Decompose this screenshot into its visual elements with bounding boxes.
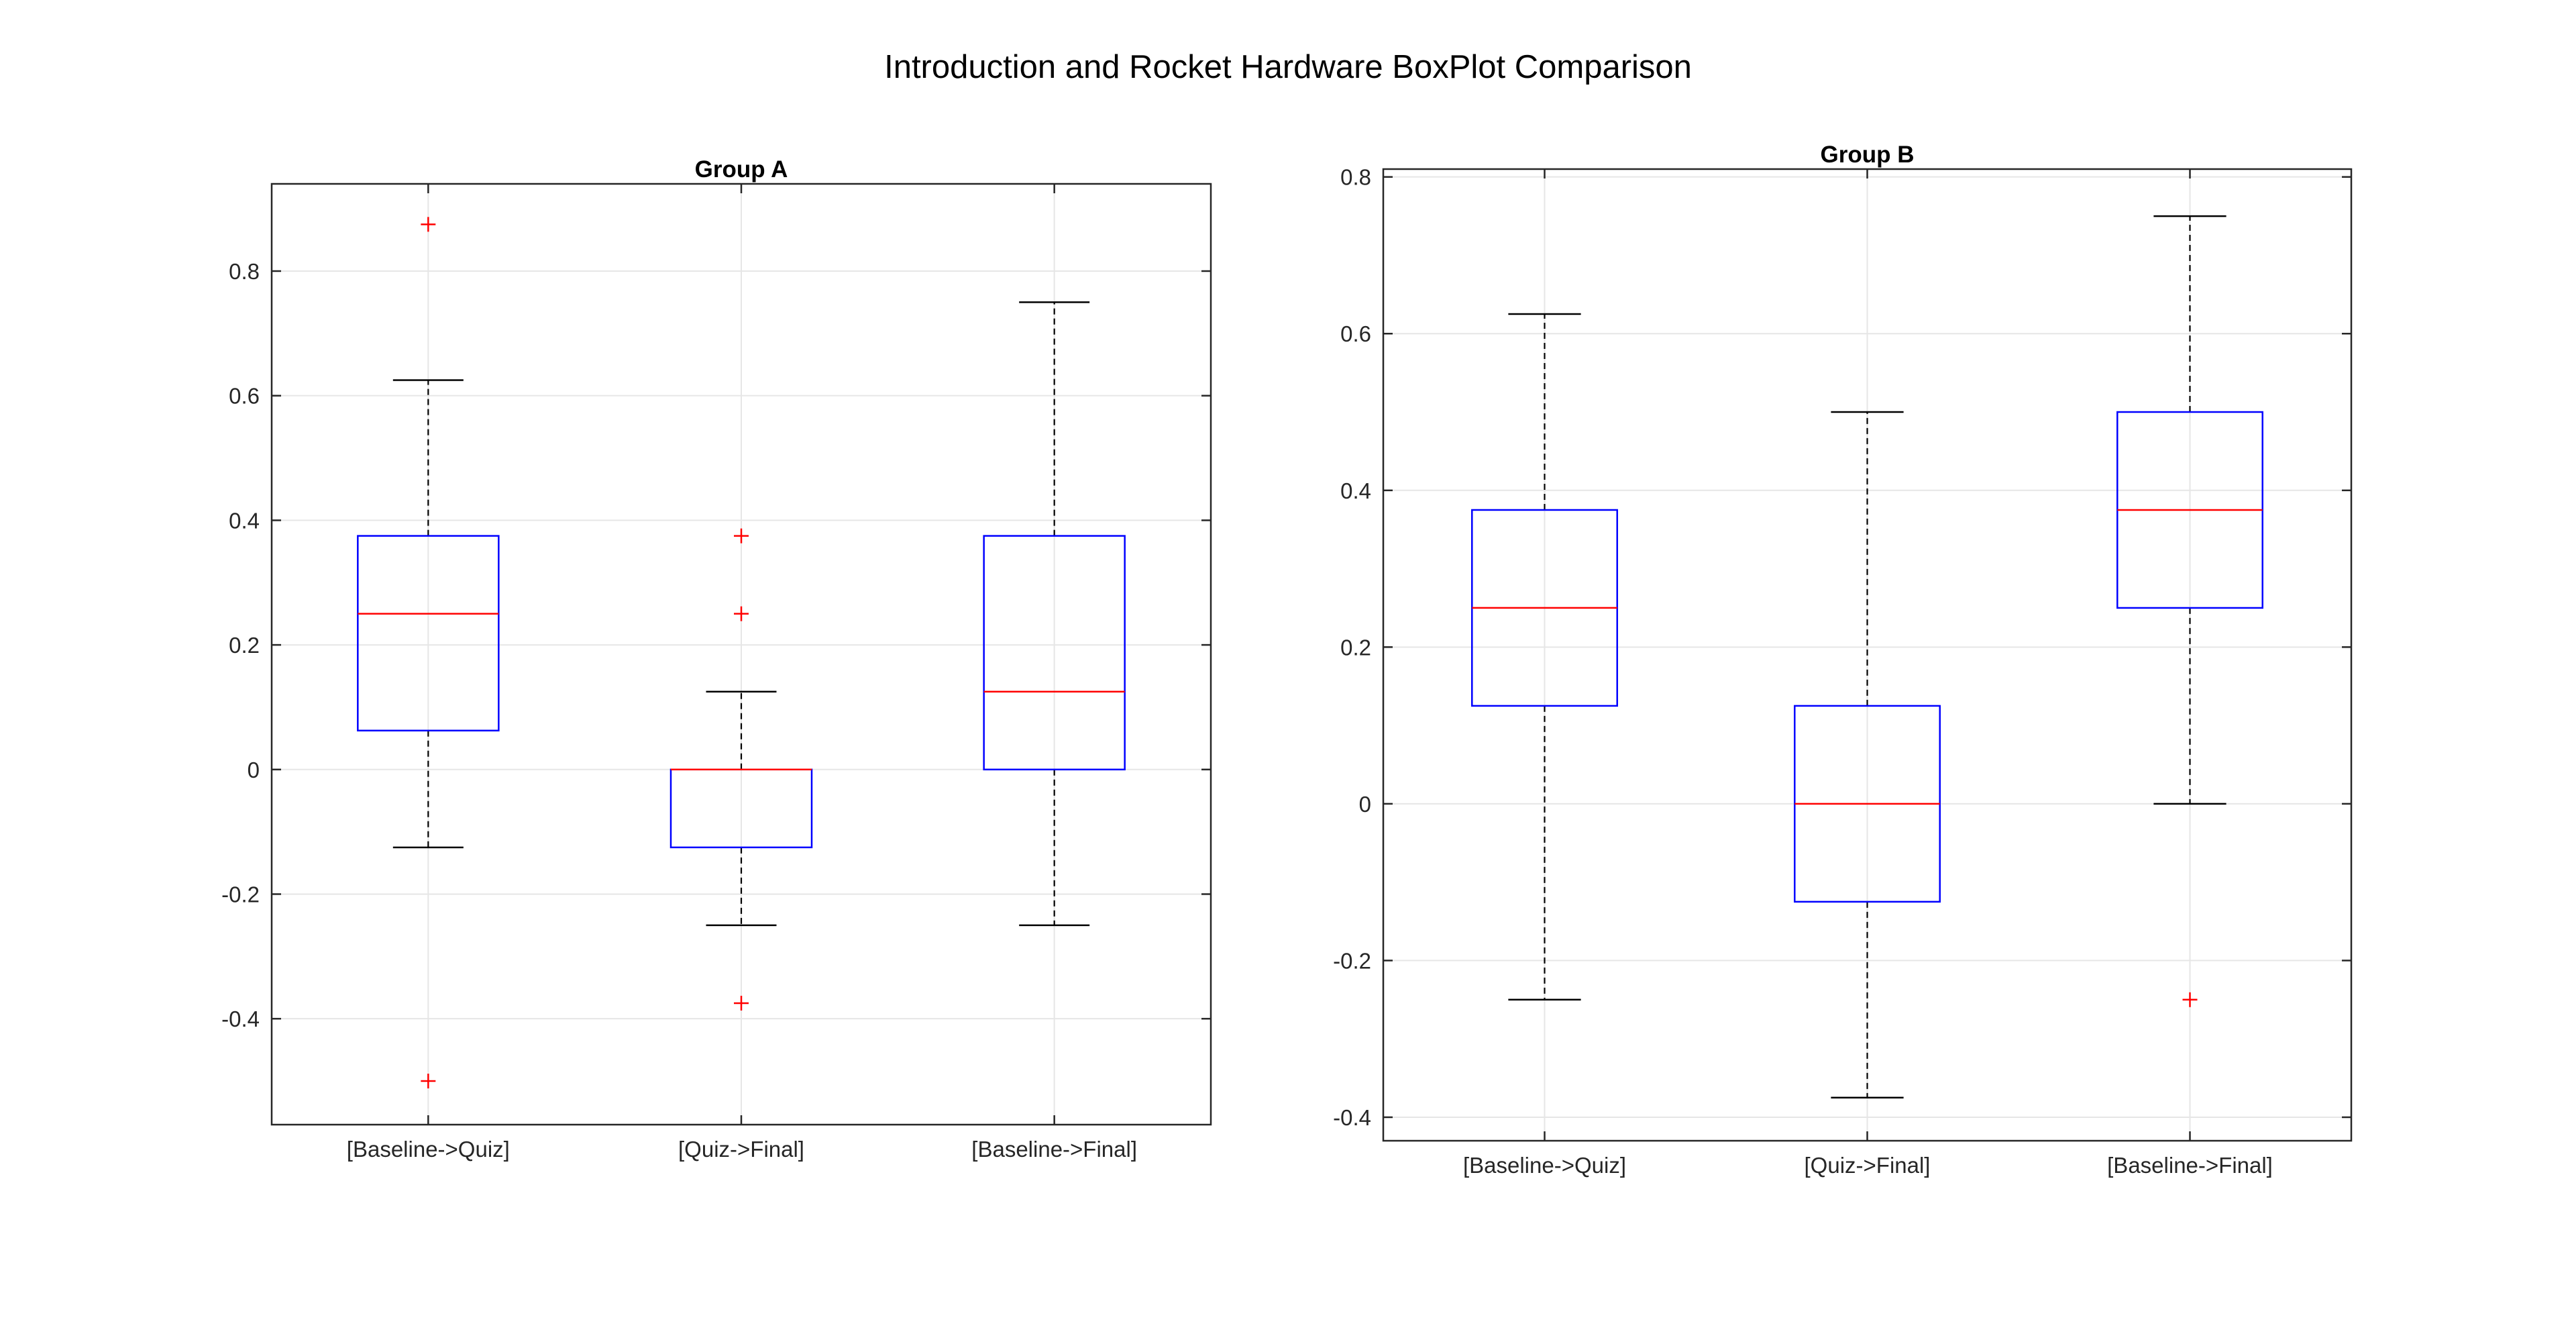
box-series-1 (1471, 313, 1618, 1001)
y-tick-label: 0.6 (229, 384, 260, 409)
outlier-marker (421, 1074, 436, 1089)
outlier-marker (421, 217, 436, 232)
y-tick-label: -0.2 (221, 882, 260, 907)
subplot-title: Group A (695, 156, 788, 183)
subplot-title: Group B (1821, 142, 1915, 168)
x-tick-label: [Baseline->Final] (2107, 1153, 2273, 1178)
y-tick-label: 0.2 (1340, 635, 1371, 660)
box-series-1 (357, 217, 500, 1089)
outlier-marker (734, 995, 749, 1011)
outlier-marker (2182, 992, 2198, 1007)
box-series-3 (983, 301, 1126, 927)
y-tick-label: 0.4 (1340, 478, 1371, 503)
box-iqr (983, 535, 1126, 771)
axes-group-1: -0.4 -0.2 0 0.2 0.4 0.6 0.8 [Baseline->Quiz] [Qu… (221, 156, 1212, 1162)
figure-title: Introduction and Rocket Hardware BoxPlot… (884, 49, 1692, 85)
box-series-2 (1794, 411, 1941, 1099)
y-tick-label: 0 (248, 758, 260, 782)
axes-group-2: -0.4 -0.2 0 0.2 0.4 0.6 0.8 [Baseline->Quiz] [Qu… (1333, 142, 2353, 1178)
outlier-marker (734, 528, 749, 544)
box-series-2 (669, 528, 813, 1011)
x-tick-label: [Baseline->Quiz] (347, 1137, 510, 1162)
y-tick-label: 0.8 (229, 259, 260, 284)
y-tick-label: 0.8 (1340, 165, 1371, 190)
y-tick-label: 0.4 (229, 508, 260, 533)
x-tick-label: [Baseline->Quiz] (1463, 1153, 1626, 1178)
y-tick-label: -0.2 (1333, 948, 1371, 973)
x-tick-label: [Quiz->Final] (1805, 1153, 1931, 1178)
y-tick-label: 0.2 (229, 633, 260, 658)
y-tick-label: -0.4 (221, 1007, 260, 1031)
box-iqr (357, 535, 500, 731)
x-tick-label: [Quiz->Final] (678, 1137, 804, 1162)
y-tick-label: -0.4 (1333, 1105, 1371, 1130)
y-tick-label: 0 (1359, 792, 1371, 817)
outlier-marker (734, 606, 749, 621)
x-tick-label: [Baseline->Final] (971, 1137, 1137, 1162)
box-series-3 (2116, 215, 2263, 1007)
y-tick-label: 0.6 (1340, 321, 1371, 346)
